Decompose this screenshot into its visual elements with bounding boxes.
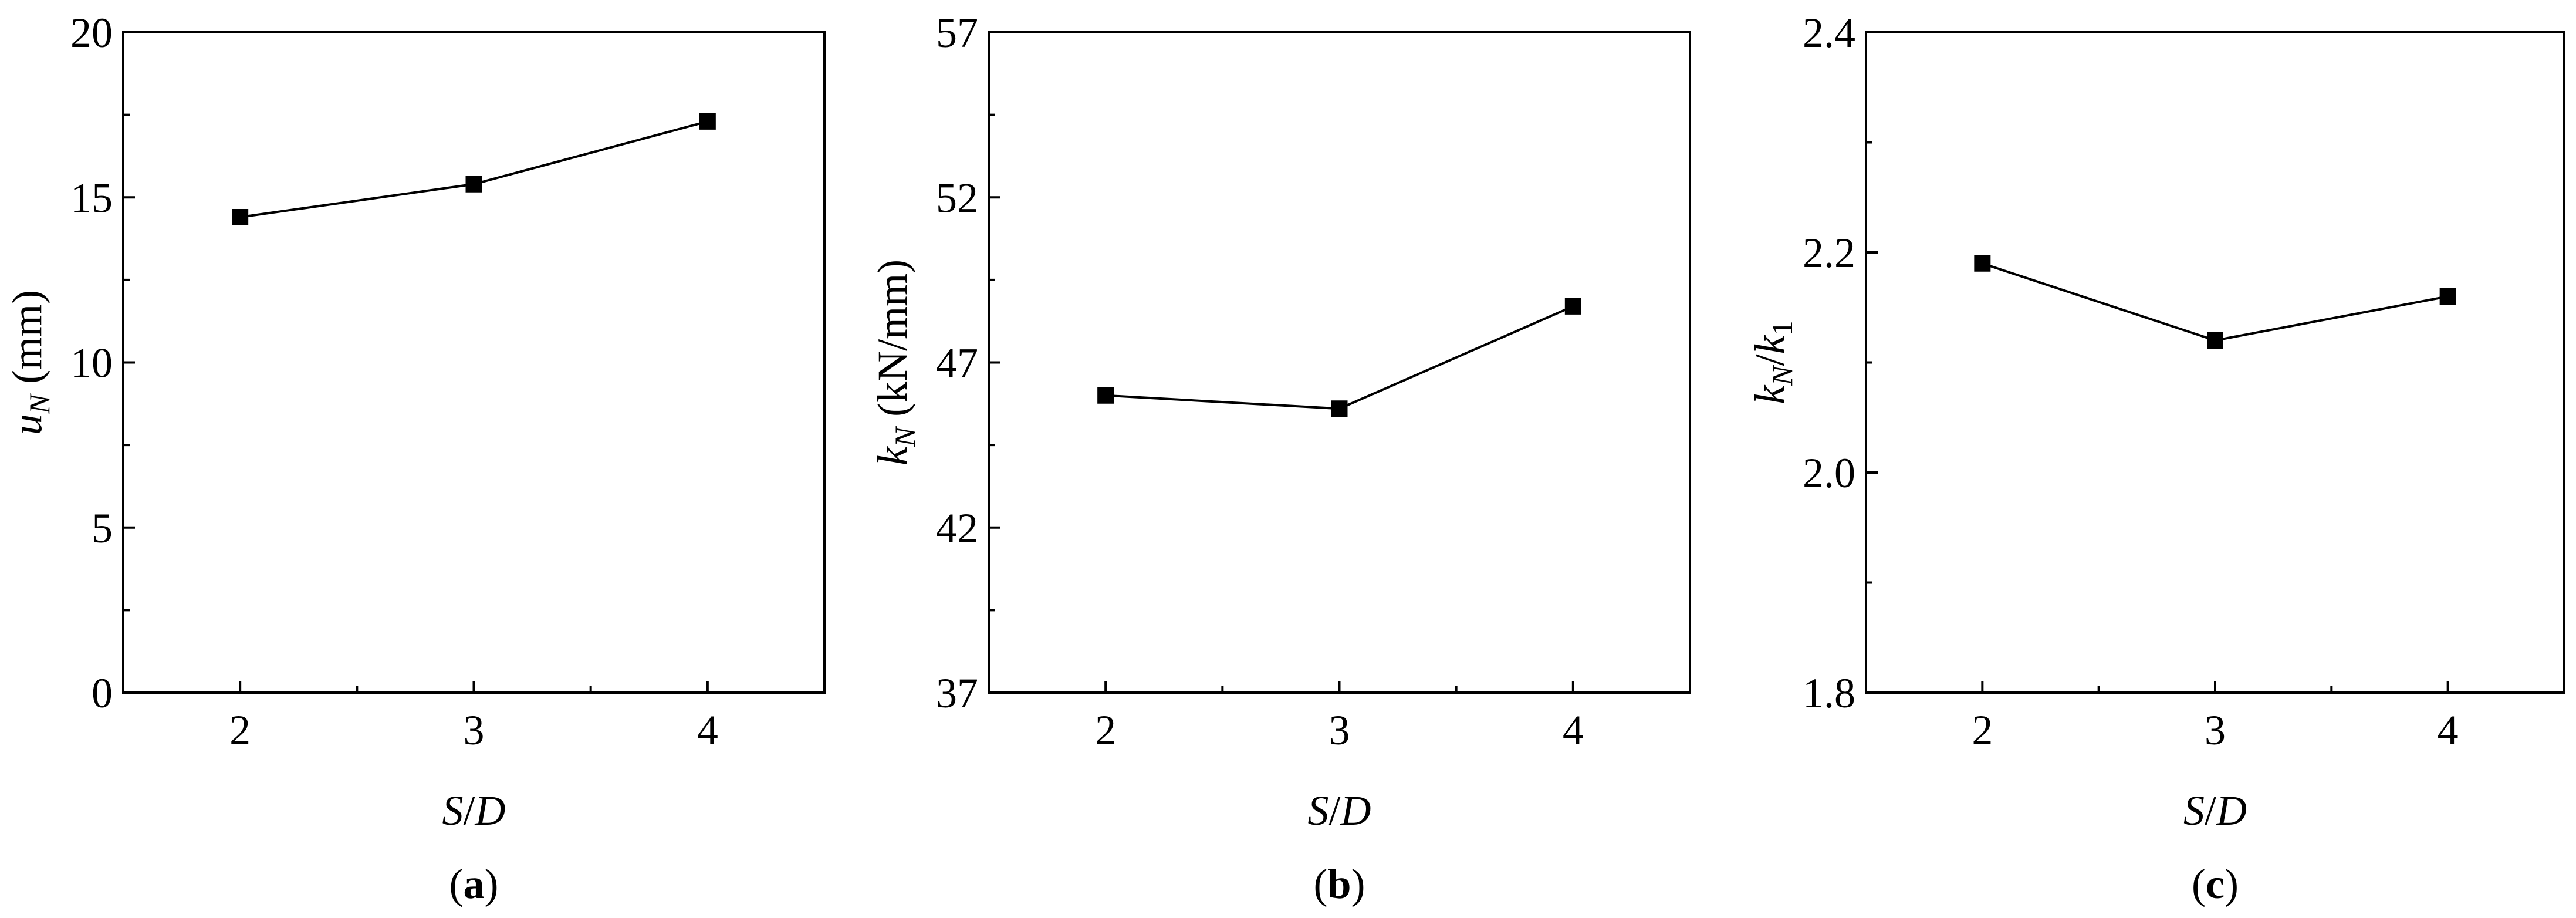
y-tick-label: 15 — [70, 174, 113, 221]
plot-frame — [1865, 31, 2565, 694]
y-tick-label: 42 — [936, 505, 978, 552]
x-tick-label: 3 — [1329, 707, 1350, 754]
y-tick-label: 0 — [92, 670, 113, 717]
y-tick-label: 37 — [936, 670, 978, 717]
x-tick-label: 2 — [1095, 707, 1116, 754]
y-tick-label: 2.2 — [1803, 230, 1855, 276]
y-tick-label: 1.8 — [1803, 670, 1855, 717]
y-tick-label: 47 — [936, 340, 978, 387]
data-point — [699, 113, 716, 130]
chart-panel-1: 0 5 10 15 20 2 3 4 S/D uN (mm) (a) — [4, 9, 826, 907]
panel-label: (a) — [449, 860, 499, 907]
x-tick-label: 4 — [2438, 707, 2459, 754]
y-tick-label: 57 — [936, 9, 978, 56]
series-line — [1982, 262, 2449, 342]
x-axis-label: S/D — [2183, 787, 2247, 834]
plot-frame — [988, 31, 1691, 694]
x-tick-label: 3 — [464, 707, 485, 754]
data-point — [1097, 387, 1114, 404]
x-tick-label: 2 — [1972, 707, 1993, 754]
plot-frame — [122, 31, 826, 694]
series-line — [239, 120, 708, 218]
y-axis-label: kN/k1 — [1746, 320, 1799, 404]
series-line — [1106, 305, 1574, 410]
data-point — [1564, 298, 1581, 315]
chart-panel-3: 1.8 2.0 2.2 2.4 2 3 4 S/D kN/k1 (c) — [1746, 9, 2565, 907]
x-axis-label: S/D — [442, 787, 505, 834]
y-tick-label: 2.0 — [1803, 450, 1855, 497]
y-tick-label: 5 — [92, 505, 113, 552]
y-tick-label: 2.4 — [1803, 9, 1855, 56]
panel-label: (b) — [1313, 860, 1365, 907]
y-tick-label: 20 — [70, 9, 113, 56]
y-axis-label: kN (kN/mm) — [869, 259, 921, 465]
y-tick-label: 10 — [70, 340, 113, 387]
x-tick-label: 2 — [229, 707, 251, 754]
x-tick-label: 4 — [1563, 707, 1584, 754]
x-axis-label: S/D — [1307, 787, 1371, 834]
data-point — [232, 209, 249, 225]
y-axis-label: uN (mm) — [4, 290, 56, 435]
data-point — [1331, 400, 1348, 417]
data-point — [465, 176, 482, 193]
x-tick-label: 3 — [2205, 707, 2226, 754]
data-point — [1974, 255, 1991, 272]
x-tick-label: 4 — [697, 707, 718, 754]
panel-label: (c) — [2192, 860, 2239, 907]
y-tick-label: 52 — [936, 174, 978, 221]
data-point — [2439, 288, 2456, 305]
chart-panel-2: 37 42 47 52 57 2 3 4 S/D kN (kN/mm) (b) — [869, 9, 1691, 907]
data-point — [2207, 332, 2223, 349]
